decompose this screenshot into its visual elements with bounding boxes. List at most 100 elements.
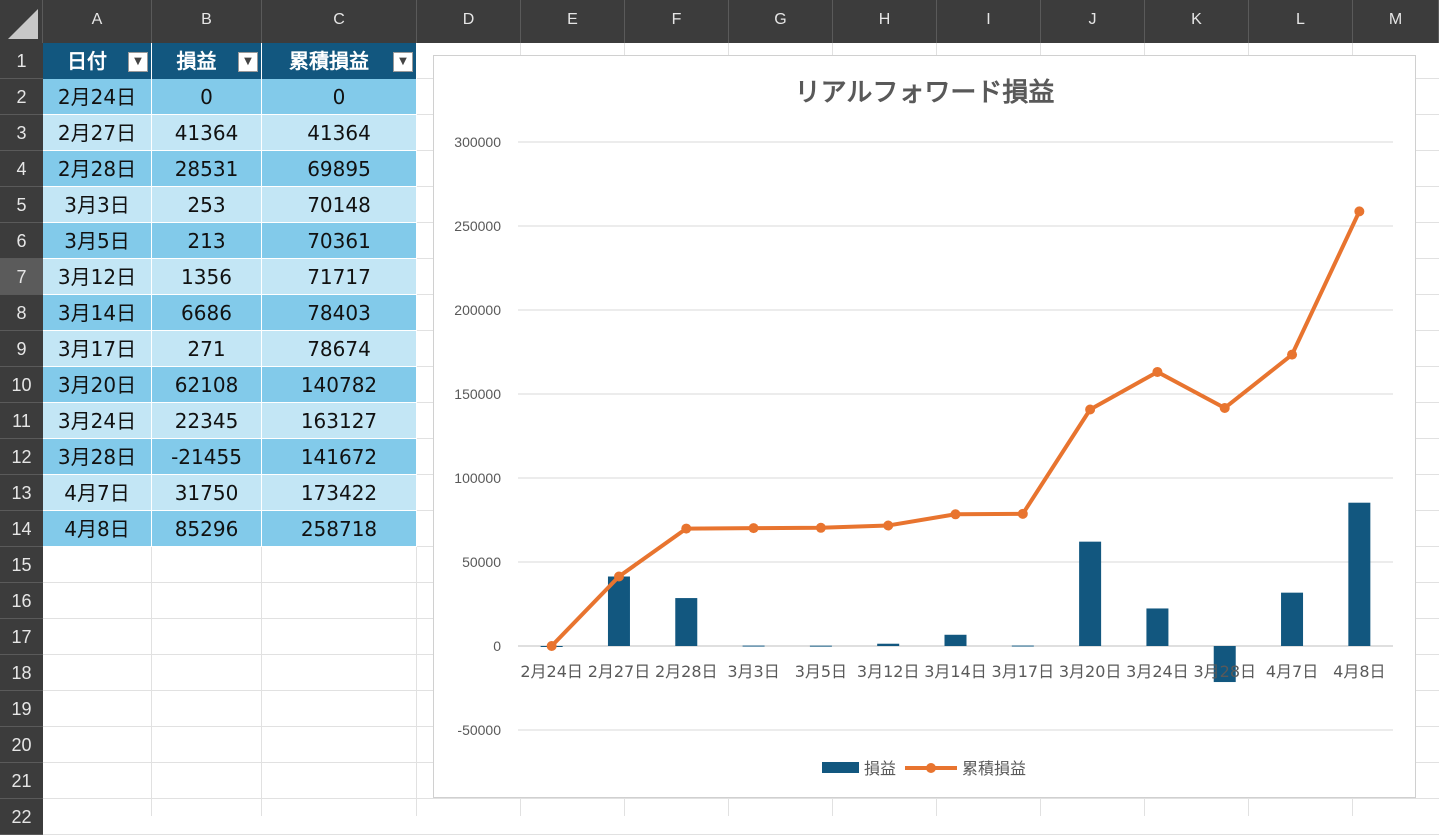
bar xyxy=(944,634,967,646)
x-tick-label: 2月27日 xyxy=(588,662,651,681)
table-cell[interactable]: 85296 xyxy=(152,511,262,547)
x-tick-label: 3月3日 xyxy=(727,662,779,681)
table-cell[interactable]: 140782 xyxy=(262,367,417,403)
row-header-2[interactable]: 2 xyxy=(0,79,43,115)
row-header-14[interactable]: 14 xyxy=(0,511,43,547)
row-header-16[interactable]: 16 xyxy=(0,583,43,619)
table-cell[interactable]: 78403 xyxy=(262,295,417,331)
table-cell[interactable]: 6686 xyxy=(152,295,262,331)
dropdown-arrow-icon[interactable]: ▼ xyxy=(238,52,258,72)
table-cell[interactable]: 213 xyxy=(152,223,262,259)
table-cell[interactable]: 253 xyxy=(152,187,262,223)
table-cell[interactable]: 70361 xyxy=(262,223,417,259)
table-cell[interactable]: 28531 xyxy=(152,151,262,187)
grid-line-horizontal xyxy=(43,798,1439,799)
table-cell[interactable]: 41364 xyxy=(152,115,262,151)
table-cell[interactable]: 4月8日 xyxy=(43,511,152,547)
table-cell[interactable]: 22345 xyxy=(152,403,262,439)
select-all-button[interactable] xyxy=(0,0,43,43)
line-point xyxy=(1085,404,1096,415)
line-point xyxy=(681,523,692,534)
table-cell[interactable]: 0 xyxy=(262,79,417,115)
table-header-label: 日付 xyxy=(67,49,107,73)
row-header-7[interactable]: 7 xyxy=(0,259,43,295)
chart-area[interactable] xyxy=(433,55,1416,798)
table-cell[interactable]: 2月28日 xyxy=(43,151,152,187)
column-header-f[interactable]: F xyxy=(625,0,729,43)
row-header-12[interactable]: 12 xyxy=(0,439,43,475)
y-tick-label: -50000 xyxy=(457,722,501,738)
bar xyxy=(1079,541,1102,646)
table-cell[interactable]: 62108 xyxy=(152,367,262,403)
column-header-l[interactable]: L xyxy=(1249,0,1353,43)
row-header-5[interactable]: 5 xyxy=(0,187,43,223)
row-header-13[interactable]: 13 xyxy=(0,475,43,511)
column-header-h[interactable]: H xyxy=(833,0,937,43)
row-header-8[interactable]: 8 xyxy=(0,295,43,331)
row-header-20[interactable]: 20 xyxy=(0,727,43,763)
column-header-m[interactable]: M xyxy=(1353,0,1439,43)
line-point xyxy=(883,520,894,531)
bar xyxy=(1213,646,1236,683)
column-header-bar xyxy=(0,0,1439,43)
row-header-15[interactable]: 15 xyxy=(0,547,43,583)
row-header-19[interactable]: 19 xyxy=(0,691,43,727)
table-cell[interactable]: 3月5日 xyxy=(43,223,152,259)
dropdown-arrow-icon[interactable]: ▼ xyxy=(393,52,413,72)
dropdown-arrow-icon[interactable]: ▼ xyxy=(128,52,148,72)
table-cell[interactable]: 271 xyxy=(152,331,262,367)
table-cell[interactable]: 173422 xyxy=(262,475,417,511)
column-header-c[interactable]: C xyxy=(262,0,417,43)
table-cell[interactable]: 78674 xyxy=(262,331,417,367)
y-tick-label: 0 xyxy=(493,638,501,654)
chart-plot: 300000 250000 200000 150000 100000 50000 0 -500… xyxy=(454,134,1393,778)
table-cell[interactable]: 70148 xyxy=(262,187,417,223)
table-cell[interactable]: 3月12日 xyxy=(43,259,152,295)
table-cell[interactable]: 1356 xyxy=(152,259,262,295)
table-cell[interactable]: 163127 xyxy=(262,403,417,439)
column-header-a[interactable]: A xyxy=(43,0,152,43)
x-tick-label: 3月12日 xyxy=(857,662,920,681)
bar xyxy=(607,576,630,646)
table-cell[interactable]: 2月24日 xyxy=(43,79,152,115)
table-cell[interactable]: 258718 xyxy=(262,511,417,547)
row-header-4[interactable]: 4 xyxy=(0,151,43,187)
table-cell[interactable]: 3月17日 xyxy=(43,331,152,367)
table-cell[interactable]: 71717 xyxy=(262,259,417,295)
table-cell[interactable]: 3月24日 xyxy=(43,403,152,439)
row-header-21[interactable]: 21 xyxy=(0,763,43,799)
row-header-6[interactable]: 6 xyxy=(0,223,43,259)
row-header-1[interactable]: 1 xyxy=(0,43,43,79)
row-header-22[interactable]: 22 xyxy=(0,799,43,835)
table-cell[interactable]: 2月27日 xyxy=(43,115,152,151)
column-header-j[interactable]: J xyxy=(1041,0,1145,43)
bar xyxy=(675,598,698,646)
column-header-b[interactable]: B xyxy=(152,0,262,43)
row-header-18[interactable]: 18 xyxy=(0,655,43,691)
column-header-k[interactable]: K xyxy=(1145,0,1249,43)
table-cell[interactable]: 69895 xyxy=(262,151,417,187)
table-cell[interactable]: 3月14日 xyxy=(43,295,152,331)
column-header-d[interactable]: D xyxy=(417,0,521,43)
table-cell[interactable]: 3月20日 xyxy=(43,367,152,403)
bar xyxy=(1011,645,1034,647)
table-header-cell[interactable]: 損益 ▼ xyxy=(152,43,262,79)
table-header-cell[interactable]: 累積損益 ▼ xyxy=(262,43,417,79)
table-header-cell[interactable]: 日付 ▼ xyxy=(43,43,152,79)
row-header-10[interactable]: 10 xyxy=(0,367,43,403)
table-cell[interactable]: 31750 xyxy=(152,475,262,511)
column-header-i[interactable]: I xyxy=(937,0,1041,43)
table-cell[interactable]: -21455 xyxy=(152,439,262,475)
table-cell[interactable]: 3月28日 xyxy=(43,439,152,475)
table-cell[interactable]: 3月3日 xyxy=(43,187,152,223)
table-cell[interactable]: 141672 xyxy=(262,439,417,475)
row-header-17[interactable]: 17 xyxy=(0,619,43,655)
row-header-3[interactable]: 3 xyxy=(0,115,43,151)
table-cell[interactable]: 41364 xyxy=(262,115,417,151)
column-header-e[interactable]: E xyxy=(521,0,625,43)
row-header-9[interactable]: 9 xyxy=(0,331,43,367)
table-cell[interactable]: 0 xyxy=(152,79,262,115)
column-header-g[interactable]: G xyxy=(729,0,833,43)
table-cell[interactable]: 4月7日 xyxy=(43,475,152,511)
row-header-11[interactable]: 11 xyxy=(0,403,43,439)
